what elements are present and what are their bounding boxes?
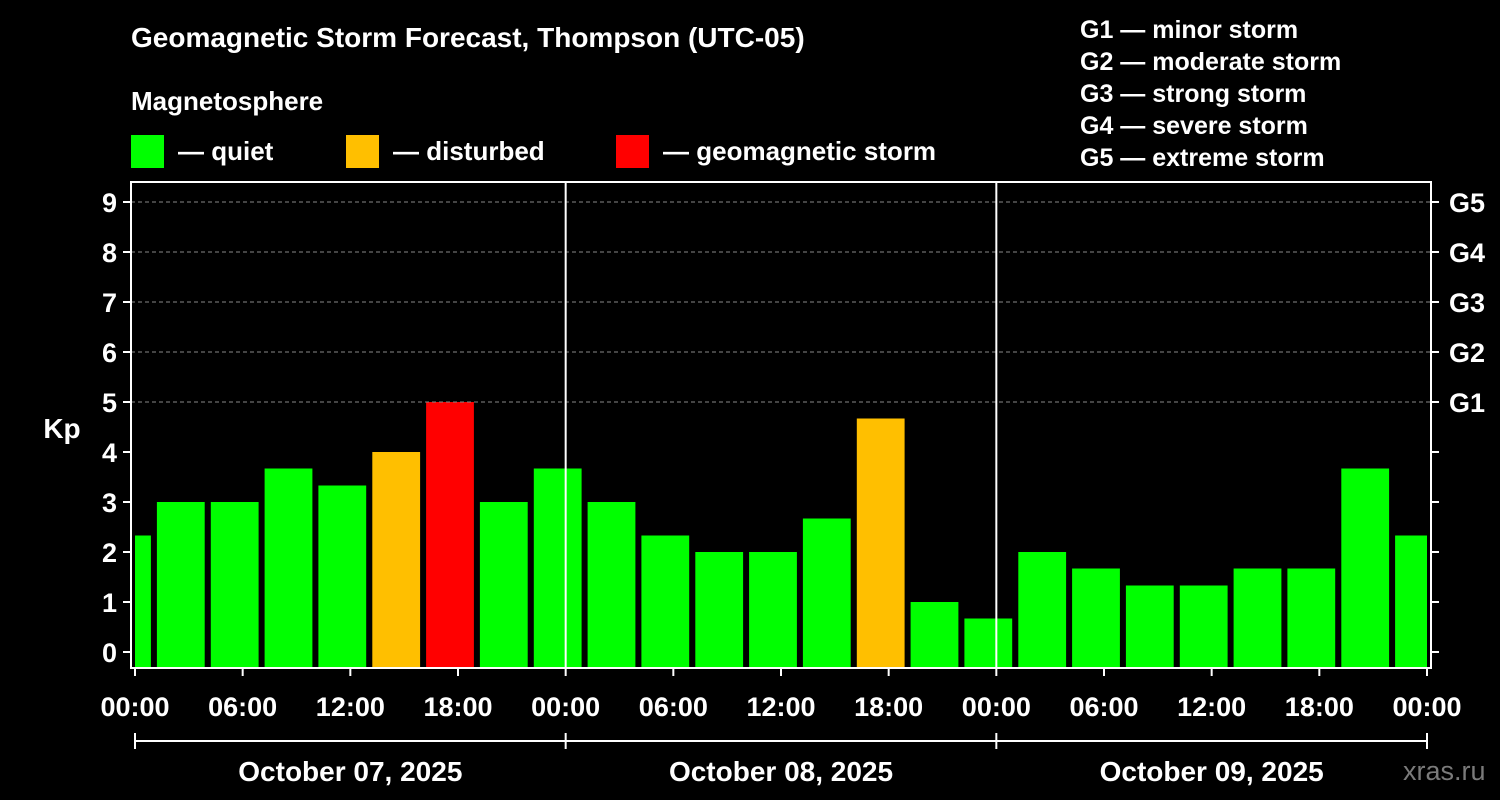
day-label: October 07, 2025 xyxy=(238,756,462,787)
y-tick-label: 1 xyxy=(102,588,117,618)
legend-label-quiet: — quiet xyxy=(178,135,274,166)
legend-label-disturbed: — disturbed xyxy=(393,135,545,166)
g-scale-label: G5 xyxy=(1449,188,1485,218)
x-tick-label: 00:00 xyxy=(531,692,600,722)
y-axis-ticks: 0 1 2 3 4 5 6 7 8 9 xyxy=(102,188,131,668)
kp-bar xyxy=(479,502,528,668)
legend-swatch-quiet xyxy=(131,134,164,168)
g-scale-label: G3 xyxy=(1449,288,1485,318)
y-tick-label: 7 xyxy=(102,288,117,318)
x-tick-label: 00:00 xyxy=(100,692,169,722)
y-tick-label: 6 xyxy=(102,338,117,368)
magnetosphere-label: Magnetosphere xyxy=(131,86,324,116)
kp-bar xyxy=(1395,535,1427,668)
y-tick-label: 3 xyxy=(102,488,117,518)
storm-scale-g5: G5 — extreme storm xyxy=(1080,144,1325,172)
storm-scale-g3: G3 — strong storm xyxy=(1080,80,1307,108)
kp-bar xyxy=(856,418,905,668)
storm-scale-legend: G1 — minor storm G2 — moderate storm G3 … xyxy=(1080,14,1341,174)
legend-swatch-disturbed xyxy=(346,134,379,168)
watermark: xras.ru xyxy=(1403,756,1486,786)
kp-bar xyxy=(1287,568,1336,668)
y-tick-label: 2 xyxy=(102,538,117,568)
kp-bar xyxy=(264,468,313,668)
kp-bar xyxy=(910,602,959,668)
x-tick-label: 18:00 xyxy=(423,692,492,722)
kp-bar xyxy=(1072,568,1120,668)
x-tick-label: 18:00 xyxy=(1285,692,1354,722)
legend-item-quiet: — quiet xyxy=(131,134,273,168)
y-tick-label: 5 xyxy=(102,388,117,418)
gridlines xyxy=(131,201,1431,403)
kp-bar xyxy=(210,502,259,668)
storm-scale-g2: G2 — moderate storm xyxy=(1080,48,1342,76)
y-tick-label: 0 xyxy=(102,638,117,668)
kp-bar xyxy=(695,552,744,668)
day-label: October 08, 2025 xyxy=(669,756,893,787)
right-axis-ticks: G1 G2 G3 G4 G5 xyxy=(1431,188,1485,653)
kp-bar xyxy=(802,518,851,668)
legend-item-disturbed: — disturbed xyxy=(346,134,545,168)
bars-group xyxy=(135,402,1427,668)
g-scale-label: G4 xyxy=(1449,238,1485,268)
kp-bar xyxy=(1179,585,1228,668)
storm-scale-g1: G1 — minor storm xyxy=(1080,16,1299,44)
x-tick-label: 00:00 xyxy=(1392,692,1461,722)
x-tick-label: 12:00 xyxy=(1177,692,1246,722)
y-tick-label: 8 xyxy=(102,238,117,268)
x-tick-label: 00:00 xyxy=(962,692,1031,722)
x-tick-label: 06:00 xyxy=(208,692,277,722)
legend-label-storm: — geomagnetic storm xyxy=(663,135,937,166)
legend-swatch-storm xyxy=(616,134,649,168)
y-axis-label: Kp xyxy=(43,413,80,444)
kp-bar xyxy=(641,535,690,668)
kp-bar xyxy=(1125,585,1174,668)
kp-bar xyxy=(1341,468,1390,668)
storm-scale-g4: G4 — severe storm xyxy=(1080,112,1308,140)
x-tick-label: 12:00 xyxy=(746,692,815,722)
kp-bar xyxy=(372,452,421,668)
g-scale-label: G1 xyxy=(1449,388,1485,418)
day-labels: October 07, 2025 October 08, 2025 October … xyxy=(134,733,1428,787)
x-tick-label: 06:00 xyxy=(1069,692,1138,722)
kp-bar xyxy=(156,502,205,668)
kp-bar xyxy=(533,468,582,668)
y-tick-label: 9 xyxy=(102,188,117,218)
kp-bar xyxy=(318,485,367,668)
x-tick-label: 06:00 xyxy=(639,692,708,722)
chart-title: Geomagnetic Storm Forecast, Thompson (UT… xyxy=(131,22,805,53)
y-tick-label: 4 xyxy=(102,438,117,468)
kp-bar xyxy=(964,618,1013,668)
x-tick-label: 18:00 xyxy=(854,692,923,722)
kp-bar xyxy=(426,402,474,668)
g-scale-label: G2 xyxy=(1449,338,1485,368)
kp-bar xyxy=(587,502,636,668)
kp-bar xyxy=(135,535,151,668)
kp-bar xyxy=(1018,552,1067,668)
legend-item-storm: — geomagnetic storm xyxy=(616,134,936,168)
x-axis-ticks: 00:00 06:00 12:00 18:00 00:00 06:00 12:00 18:00… xyxy=(100,668,1462,722)
kp-bar xyxy=(1233,568,1282,668)
day-label: October 09, 2025 xyxy=(1100,756,1324,787)
x-tick-label: 12:00 xyxy=(316,692,385,722)
kp-bar xyxy=(749,552,797,668)
